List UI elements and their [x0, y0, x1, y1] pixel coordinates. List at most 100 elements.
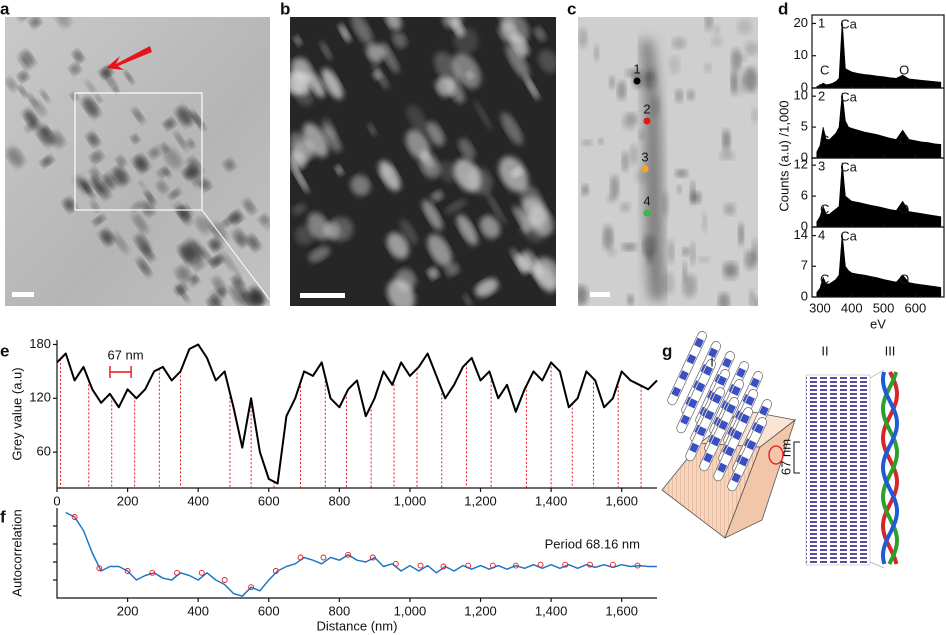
texture	[73, 50, 84, 62]
fibril-band	[696, 426, 707, 437]
texture	[722, 129, 731, 151]
fibril-band	[687, 398, 698, 409]
fibril-band	[704, 409, 715, 421]
fibril-band	[671, 386, 682, 397]
texture	[187, 139, 195, 148]
fibril	[727, 417, 768, 492]
y-tick-label: 0	[801, 288, 808, 303]
texture	[164, 147, 182, 169]
texture	[378, 160, 401, 191]
texture	[192, 258, 205, 270]
texture	[224, 159, 235, 171]
plot-frame	[811, 226, 945, 298]
x-tick-label: 600	[258, 603, 280, 618]
peak-label: C	[820, 271, 829, 286]
texture	[426, 121, 445, 147]
schematic-label: II	[821, 343, 828, 358]
fibril-band	[736, 367, 746, 378]
texture	[372, 64, 389, 90]
texture	[719, 150, 735, 160]
texture	[625, 68, 639, 78]
texture	[209, 292, 223, 306]
texture	[598, 138, 604, 145]
texture	[82, 97, 100, 118]
texture	[495, 17, 516, 32]
texture	[609, 75, 615, 89]
texture	[677, 185, 682, 194]
panel-label: g	[662, 341, 672, 360]
texture	[182, 311, 201, 330]
texture	[367, 123, 377, 137]
texture	[627, 294, 634, 306]
texture	[290, 160, 309, 193]
texture	[141, 245, 154, 261]
y-tick-label: 10	[794, 47, 808, 62]
texture	[453, 158, 482, 192]
fibril-band	[703, 452, 714, 463]
y-tick-label: 5	[801, 119, 808, 134]
texture	[682, 247, 689, 256]
texture	[617, 80, 626, 101]
texture	[18, 55, 30, 71]
x-tick-label: 1,000	[394, 493, 427, 508]
texture	[148, 147, 161, 159]
texture	[606, 193, 616, 204]
x-axis-title: Distance (nm)	[317, 618, 398, 633]
texture	[385, 17, 402, 31]
texture	[528, 206, 554, 237]
texture	[646, 249, 654, 265]
x-tick-label: 1,600	[605, 603, 638, 618]
peak-marker	[345, 551, 352, 558]
texture	[55, 17, 71, 28]
fibril-band	[740, 413, 750, 424]
texture	[620, 202, 631, 213]
texture	[190, 172, 204, 187]
peak-marker	[489, 562, 496, 569]
fibril-band	[745, 395, 755, 406]
texture	[431, 190, 444, 202]
micrograph-b	[290, 17, 556, 306]
texture	[444, 199, 467, 214]
texture	[131, 134, 140, 143]
texture	[473, 99, 493, 131]
texture	[303, 122, 329, 158]
texture	[519, 184, 543, 214]
peak-marker	[272, 568, 279, 574]
texture	[463, 293, 473, 306]
peak-label: Ca	[840, 228, 857, 243]
texture	[112, 167, 129, 186]
texture	[400, 219, 418, 245]
texture	[175, 203, 191, 224]
fibril-band	[712, 393, 722, 404]
fibril-band	[750, 377, 760, 388]
fibril-band	[746, 439, 757, 451]
peak-marker	[512, 562, 519, 569]
texture	[27, 93, 38, 107]
texture	[621, 242, 637, 251]
y-tick-label: 180	[29, 336, 51, 351]
texture	[41, 156, 53, 167]
texture	[743, 67, 758, 93]
texture	[308, 246, 331, 263]
texture	[485, 191, 506, 225]
texture	[581, 139, 593, 146]
annotation: 67 nm	[107, 347, 143, 362]
y-tick-label: 12	[794, 157, 808, 172]
texture	[137, 258, 151, 277]
fibril-band	[708, 347, 718, 358]
texture	[69, 63, 81, 75]
peak-marker	[440, 563, 447, 570]
y-tick-label: 120	[29, 390, 51, 405]
y-tick-label: 7	[801, 258, 808, 273]
peak-label: Ca	[840, 159, 857, 174]
texture	[236, 235, 247, 247]
period-label: 67 nm	[778, 439, 793, 475]
schematic-label: I	[710, 354, 714, 369]
x-tick-label: 1,000	[394, 603, 427, 618]
texture	[704, 17, 713, 31]
y-tick-label: 0	[801, 149, 808, 164]
texture	[63, 198, 76, 212]
texture	[188, 158, 202, 175]
x-tick-label: 600	[905, 300, 927, 315]
x-tick-label: 1,400	[535, 603, 568, 618]
